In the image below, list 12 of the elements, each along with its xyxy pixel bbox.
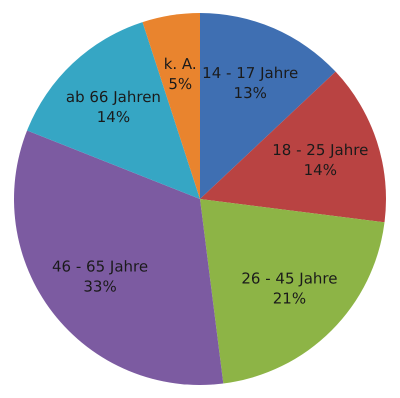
data-label: 14%	[304, 160, 337, 179]
data-label: 5%	[168, 75, 192, 94]
data-label: 33%	[83, 278, 117, 296]
slice-label: ab 66 Jahren	[66, 88, 161, 106]
slice-label: 14 - 17 Jahre	[202, 64, 298, 82]
slice-label: 18 - 25 Jahre	[272, 140, 368, 159]
data-label: 14%	[96, 108, 130, 126]
slice-label: k. A.	[164, 55, 197, 74]
slice-label: 26 - 45 Jahre	[241, 269, 338, 288]
slice-label: 46 - 65 Jahre	[52, 258, 148, 276]
data-label: 21%	[272, 289, 306, 308]
data-label: 13%	[234, 84, 267, 102]
